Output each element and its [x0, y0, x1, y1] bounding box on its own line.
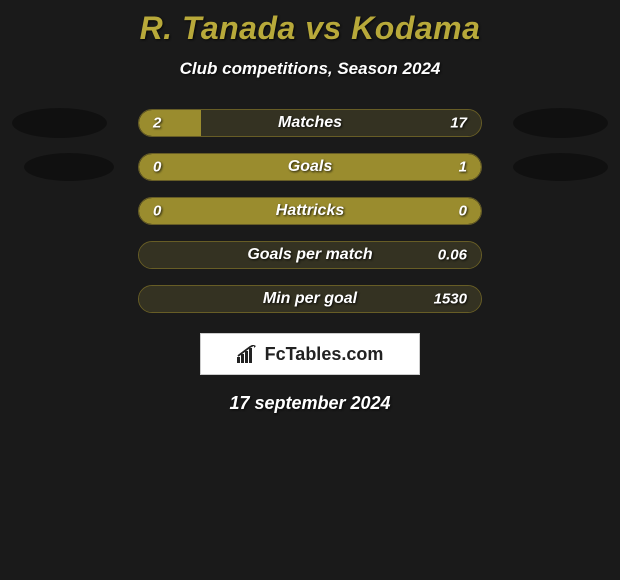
- stat-value-right: 0.06: [438, 247, 467, 264]
- stat-row: 0 Hattricks 0: [0, 197, 620, 225]
- stat-label: Goals: [288, 158, 332, 176]
- stat-bar: 0 Hattricks 0: [138, 197, 482, 225]
- date-text: 17 september 2024: [0, 393, 620, 414]
- chart-icon: [237, 345, 259, 363]
- stat-label: Matches: [278, 114, 342, 132]
- stat-value-right: 1530: [434, 291, 467, 308]
- stat-label: Goals per match: [247, 246, 372, 264]
- subtitle: Club competitions, Season 2024: [0, 59, 620, 79]
- bar-fill-left: [139, 110, 201, 136]
- stat-value-left: 2: [153, 115, 161, 132]
- shadow-ellipse-right: [513, 108, 608, 138]
- shadow-ellipse-left: [24, 153, 114, 181]
- stat-value-left: 0: [153, 159, 161, 176]
- stat-value-right: 0: [459, 203, 467, 220]
- stat-value-right: 1: [459, 159, 467, 176]
- stat-bar: Goals per match 0.06: [138, 241, 482, 269]
- player1-name: R. Tanada: [140, 10, 296, 46]
- stat-row: Min per goal 1530: [0, 285, 620, 313]
- stat-label: Hattricks: [276, 202, 344, 220]
- stat-bar: 2 Matches 17: [138, 109, 482, 137]
- vs-text: vs: [305, 10, 342, 46]
- brand-box[interactable]: FcTables.com: [200, 333, 420, 375]
- title: R. Tanada vs Kodama: [0, 10, 620, 47]
- shadow-ellipse-right: [513, 153, 608, 181]
- stat-row: Goals per match 0.06: [0, 241, 620, 269]
- stat-label: Min per goal: [263, 290, 357, 308]
- brand-text: FcTables.com: [265, 344, 384, 365]
- stat-row: 0 Goals 1: [0, 153, 620, 181]
- stat-value-right: 17: [450, 115, 467, 132]
- comparison-card: R. Tanada vs Kodama Club competitions, S…: [0, 0, 620, 424]
- shadow-ellipse-left: [12, 108, 107, 138]
- stats-bars: 2 Matches 17 0 Goals 1 0 Hattricks 0 Goals per ma…: [0, 109, 620, 313]
- stat-bar: Min per goal 1530: [138, 285, 482, 313]
- stat-bar: 0 Goals 1: [138, 153, 482, 181]
- stat-row: 2 Matches 17: [0, 109, 620, 137]
- stat-value-left: 0: [153, 203, 161, 220]
- player2-name: Kodama: [351, 10, 480, 46]
